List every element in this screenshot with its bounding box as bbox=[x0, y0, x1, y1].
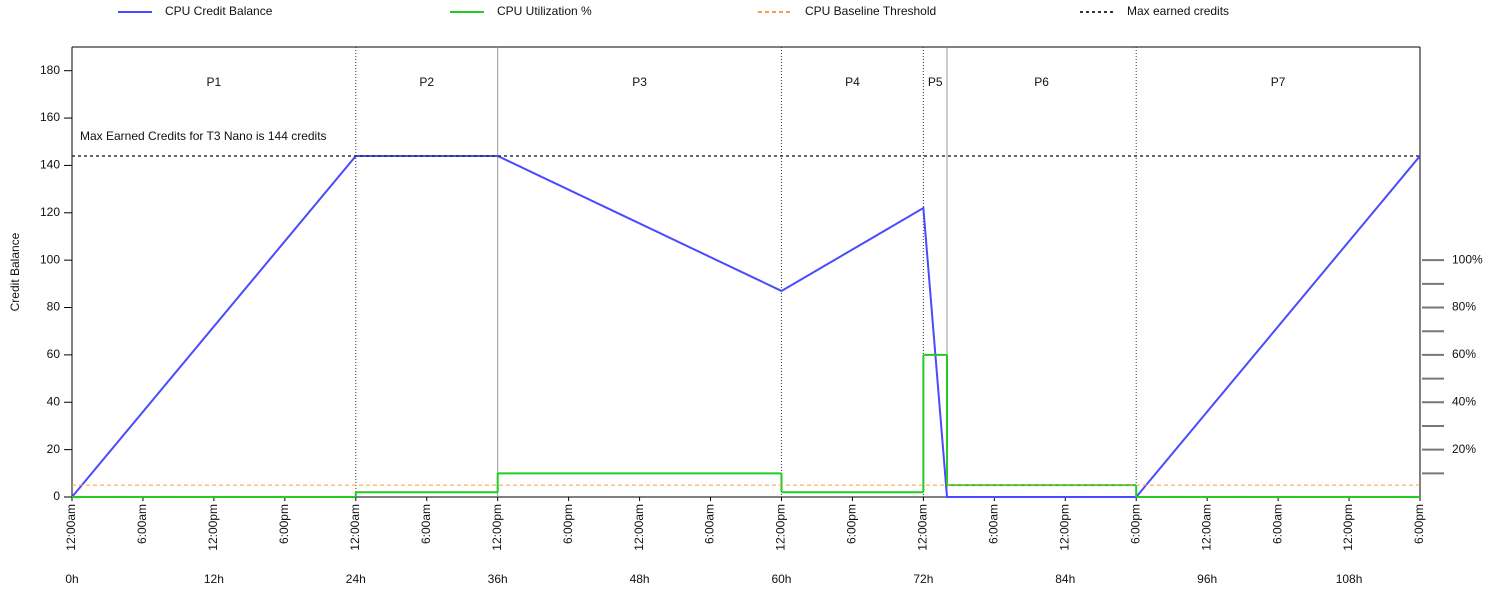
x-tick-label: 6:00pm bbox=[845, 504, 859, 544]
y2-tick-label: 20% bbox=[1452, 442, 1476, 456]
x-hour-label: 60h bbox=[771, 572, 791, 586]
y-tick-label: 140 bbox=[40, 158, 60, 172]
period-label: P6 bbox=[1034, 75, 1049, 89]
x-hour-label: 12h bbox=[204, 572, 224, 586]
y2-tick-label: 100% bbox=[1452, 252, 1483, 266]
x-hour-label: 72h bbox=[913, 572, 933, 586]
x-hour-label: 48h bbox=[630, 572, 650, 586]
y2-tick-label: 60% bbox=[1452, 347, 1476, 361]
x-hour-label: 36h bbox=[488, 572, 508, 586]
x-tick-label: 6:00pm bbox=[1128, 504, 1142, 544]
x-hour-label: 108h bbox=[1336, 572, 1363, 586]
x-tick-label: 12:00pm bbox=[490, 504, 504, 551]
period-label: P2 bbox=[419, 75, 434, 89]
x-tick-label: 6:00pm bbox=[561, 504, 575, 544]
period-label: P3 bbox=[632, 75, 647, 89]
x-hour-label: 84h bbox=[1055, 572, 1075, 586]
y-tick-label: 0 bbox=[53, 489, 60, 503]
x-tick-label: 12:00pm bbox=[1341, 504, 1355, 551]
x-tick-label: 6:00am bbox=[703, 504, 717, 544]
y-axis-label: Credit Balance bbox=[8, 232, 22, 311]
x-tick-label: 12:00am bbox=[632, 504, 646, 551]
x-tick-label: 6:00pm bbox=[277, 504, 291, 544]
legend-label: CPU Credit Balance bbox=[165, 4, 273, 18]
x-tick-label: 6:00am bbox=[986, 504, 1000, 544]
x-tick-label: 6:00pm bbox=[1412, 504, 1426, 544]
x-tick-label: 12:00pm bbox=[1057, 504, 1071, 551]
y-tick-label: 120 bbox=[40, 205, 60, 219]
period-label: P7 bbox=[1271, 75, 1286, 89]
y-tick-label: 100 bbox=[40, 252, 60, 266]
period-label: P5 bbox=[928, 75, 943, 89]
y2-tick-label: 80% bbox=[1452, 300, 1476, 314]
annotation: Max Earned Credits for T3 Nano is 144 cr… bbox=[80, 129, 327, 143]
x-tick-label: 12:00pm bbox=[206, 504, 220, 551]
legend-label: CPU Baseline Threshold bbox=[805, 4, 936, 18]
legend-label: CPU Utilization % bbox=[497, 4, 592, 18]
y-tick-label: 160 bbox=[40, 110, 60, 124]
x-hour-label: 96h bbox=[1197, 572, 1217, 586]
legend-label: Max earned credits bbox=[1127, 4, 1229, 18]
period-label: P4 bbox=[845, 75, 860, 89]
x-tick-label: 6:00am bbox=[419, 504, 433, 544]
y-tick-label: 60 bbox=[47, 347, 61, 361]
x-tick-label: 12:00am bbox=[348, 504, 362, 551]
x-tick-label: 12:00am bbox=[916, 504, 930, 551]
credit-line bbox=[71, 154, 1421, 498]
x-tick-label: 6:00am bbox=[135, 504, 149, 544]
x-tick-label: 12:00am bbox=[1199, 504, 1213, 551]
period-label: P1 bbox=[207, 75, 222, 89]
y-tick-label: 80 bbox=[47, 300, 61, 314]
x-tick-label: 12:00pm bbox=[774, 504, 788, 551]
x-hour-label: 0h bbox=[65, 572, 78, 586]
y2-tick-label: 40% bbox=[1452, 394, 1476, 408]
x-tick-label: 6:00am bbox=[1270, 504, 1284, 544]
x-hour-label: 24h bbox=[346, 572, 366, 586]
y-tick-label: 180 bbox=[40, 63, 60, 77]
x-tick-label: 12:00am bbox=[64, 504, 78, 551]
y-tick-label: 40 bbox=[47, 394, 61, 408]
y-tick-label: 20 bbox=[47, 442, 61, 456]
